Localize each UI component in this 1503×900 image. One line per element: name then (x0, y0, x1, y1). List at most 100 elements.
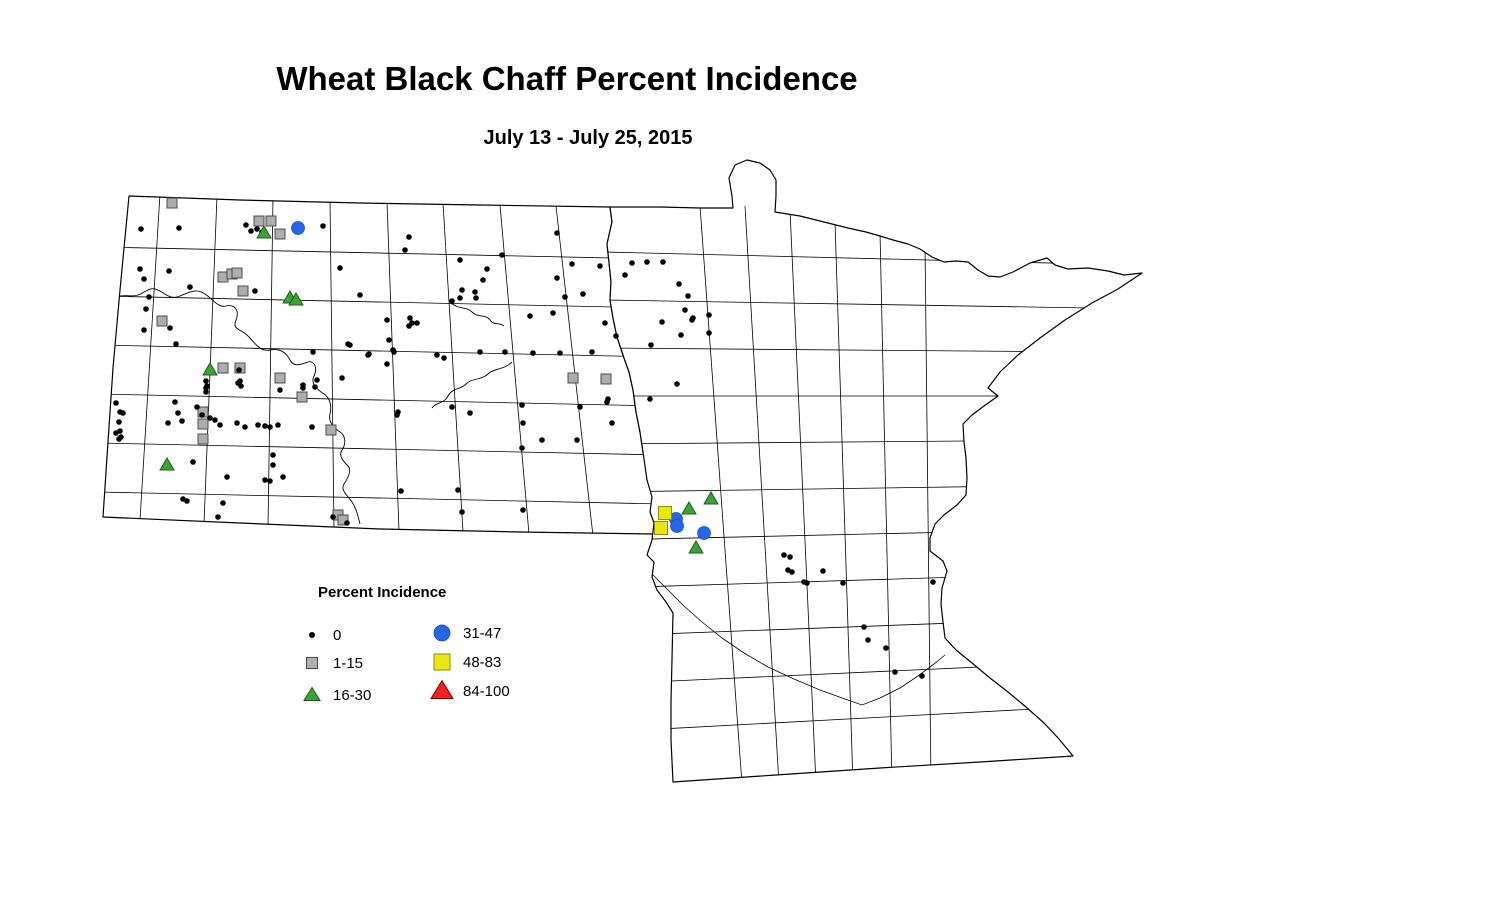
map-point-c0 (194, 404, 200, 410)
map-point-c0 (554, 230, 560, 236)
map-point-c0 (597, 263, 603, 269)
map-point-c0 (137, 266, 143, 272)
map-point-c1 (296, 391, 308, 403)
map-point-c3 (670, 519, 684, 533)
map-point-c0 (312, 384, 318, 390)
map-point-c0 (477, 349, 483, 355)
legend-title: Percent Incidence (318, 584, 447, 601)
map-point-c2 (159, 457, 175, 471)
map-point-c0 (234, 420, 240, 426)
map-point-c1 (197, 418, 209, 430)
map-point-c0 (865, 637, 871, 643)
map-point-c2 (288, 292, 304, 306)
map-point-c0 (883, 645, 889, 651)
map-point-c0 (499, 252, 505, 258)
map-point-c0 (441, 355, 447, 361)
map-point-c0 (554, 275, 560, 281)
map-point-c0 (434, 352, 440, 358)
map-point-c1 (166, 197, 178, 209)
map-point-c4 (654, 521, 668, 535)
map-point-c0 (344, 520, 350, 526)
map-point-c0 (706, 312, 712, 318)
map-point-c0 (280, 474, 286, 480)
map-point-c0 (472, 289, 478, 295)
map-point-c0 (167, 325, 173, 331)
map-point-c0 (310, 349, 316, 355)
map-point-c0 (173, 341, 179, 347)
map-point-c0 (473, 295, 479, 301)
map-point-c0 (520, 507, 526, 513)
map-point-c0 (255, 422, 261, 428)
map-point-c0 (407, 315, 413, 321)
map-point-c0 (520, 420, 526, 426)
map-point-c0 (275, 422, 281, 428)
map-point-c0 (337, 265, 343, 271)
map-point-c2 (703, 491, 719, 505)
map-point-c0 (930, 579, 936, 585)
map-point-c0 (781, 552, 787, 558)
legend-glyph-c0 (309, 632, 315, 638)
map-point-c0 (187, 284, 193, 290)
legend-label-2: 16-30 (333, 686, 372, 704)
map-point-c0 (237, 378, 243, 384)
page-title: Wheat Black Chaff Percent Incidence (276, 60, 858, 97)
map-point-c0 (203, 389, 209, 395)
data-points-layer (113, 197, 936, 679)
map-point-c0 (589, 349, 595, 355)
map-point-c0 (207, 415, 213, 421)
map-point-c0 (238, 383, 244, 389)
map-point-c1 (197, 433, 209, 445)
map-point-c1 (231, 267, 243, 279)
map-point-c0 (861, 624, 867, 630)
legend-glyph-c4 (433, 653, 451, 671)
map-point-c1 (567, 372, 579, 384)
map-point-c0 (252, 288, 258, 294)
map-point-c0 (659, 319, 665, 325)
map-point-c0 (267, 424, 273, 430)
map-point-c0 (309, 424, 315, 430)
map-point-c0 (166, 268, 172, 274)
map-point-c0 (300, 382, 306, 388)
map-point-c0 (143, 306, 149, 312)
map-point-c0 (605, 396, 611, 402)
map-point-c0 (660, 259, 666, 265)
map-point-c0 (449, 298, 455, 304)
map-point-c1 (274, 372, 286, 384)
legend-label-0: 0 (333, 626, 342, 644)
legend-label-4: 48-83 (463, 653, 502, 671)
map-point-c0 (539, 437, 545, 443)
legend-label-1: 1-15 (333, 654, 364, 672)
map-point-c1 (237, 285, 249, 297)
map-point-c0 (459, 509, 465, 515)
map-point-c0 (215, 514, 221, 520)
map-point-c0 (357, 292, 363, 298)
map-point-c0 (457, 295, 463, 301)
map-point-c0 (550, 310, 556, 316)
legend-glyph-c3 (433, 624, 451, 642)
legend-symbol-4-square-icon (427, 649, 457, 675)
map-point-c0 (449, 404, 455, 410)
legend-symbol-1-square-icon (297, 650, 327, 676)
map-point-c0 (562, 294, 568, 300)
map-point-c0 (217, 422, 223, 428)
map-point-c0 (179, 418, 185, 424)
map-point-c0 (457, 257, 463, 263)
map-point-c2 (202, 362, 218, 376)
map-point-c0 (120, 410, 126, 416)
map-point-c0 (577, 404, 583, 410)
map-point-c0 (330, 514, 336, 520)
missouri-river-line (111, 288, 513, 525)
map-point-c0 (267, 478, 273, 484)
map-point-c0 (190, 459, 196, 465)
map-point-c2 (256, 225, 272, 239)
map-point-c0 (175, 410, 181, 416)
north-dakota-fill (103, 196, 660, 534)
legend-item-2: 16-30 (297, 682, 371, 708)
minnesota-fill (607, 160, 1142, 782)
map-point-c0 (199, 412, 205, 418)
map-point-c0 (270, 462, 276, 468)
map-point-c0 (682, 307, 688, 313)
map-point-c0 (569, 261, 575, 267)
